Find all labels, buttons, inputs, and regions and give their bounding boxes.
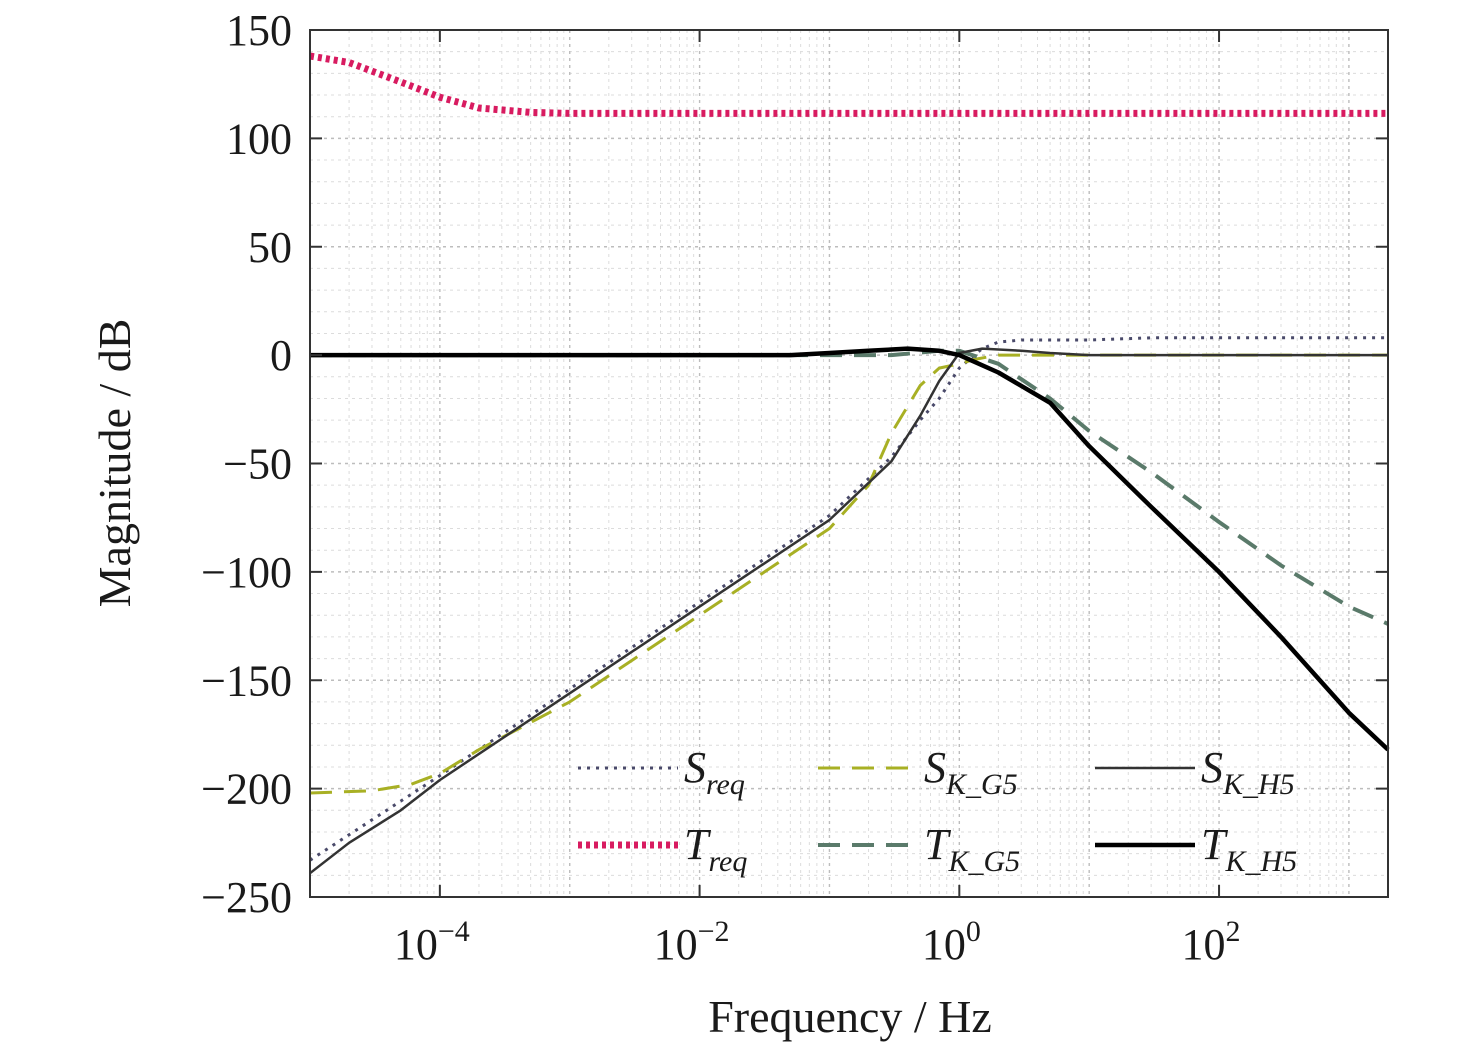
y-tick-label: −250 bbox=[201, 873, 292, 922]
y-tick-label: −100 bbox=[201, 548, 292, 597]
y-tick-label: 0 bbox=[270, 331, 292, 380]
series-line-S_K_H5 bbox=[309, 347, 1388, 875]
y-tick-label: 100 bbox=[226, 114, 292, 163]
x-tick-label: 100 bbox=[922, 915, 981, 969]
x-tick-label: 102 bbox=[1182, 915, 1241, 969]
y-tick-label: 50 bbox=[248, 223, 292, 272]
series-line-T_req bbox=[309, 52, 1388, 117]
series-line-T_K_H5 bbox=[310, 346, 1390, 752]
y-tick-label: 150 bbox=[226, 6, 292, 55]
y-tick-label: −50 bbox=[223, 440, 292, 489]
legend-label-S_K_H5: SK_H5 bbox=[1201, 743, 1295, 801]
y-axis-title: Magnitude / dB bbox=[89, 319, 140, 608]
y-tick-label: −150 bbox=[201, 656, 292, 705]
legend-label-T_req: Treq bbox=[684, 820, 747, 878]
series-line-S_K_G5 bbox=[309, 353, 1388, 795]
x-tick-label: 10−2 bbox=[654, 915, 730, 969]
x-axis-title: Frequency / Hz bbox=[708, 991, 992, 1042]
legend-label-S_K_G5: SK_G5 bbox=[924, 743, 1018, 801]
axis-ticks: 150 100 50 0 −50 −100 −150 −200 −250 10−4 10−2 100 1… bbox=[201, 6, 1388, 969]
x-tick-label: 10−4 bbox=[394, 915, 470, 969]
legend-label-T_K_G5: TK_G5 bbox=[924, 820, 1020, 878]
series-line-T_K_G5 bbox=[310, 348, 1389, 626]
series-layer bbox=[309, 52, 1390, 875]
grid-lines bbox=[309, 29, 1389, 898]
legend: Sreq SK_G5 SK_H5 Treq TK_G5 TK_H5 bbox=[578, 743, 1297, 878]
legend-label-S_req: Sreq bbox=[684, 743, 745, 801]
legend-label-T_K_H5: TK_H5 bbox=[1201, 820, 1297, 878]
y-tick-label: −200 bbox=[201, 765, 292, 814]
